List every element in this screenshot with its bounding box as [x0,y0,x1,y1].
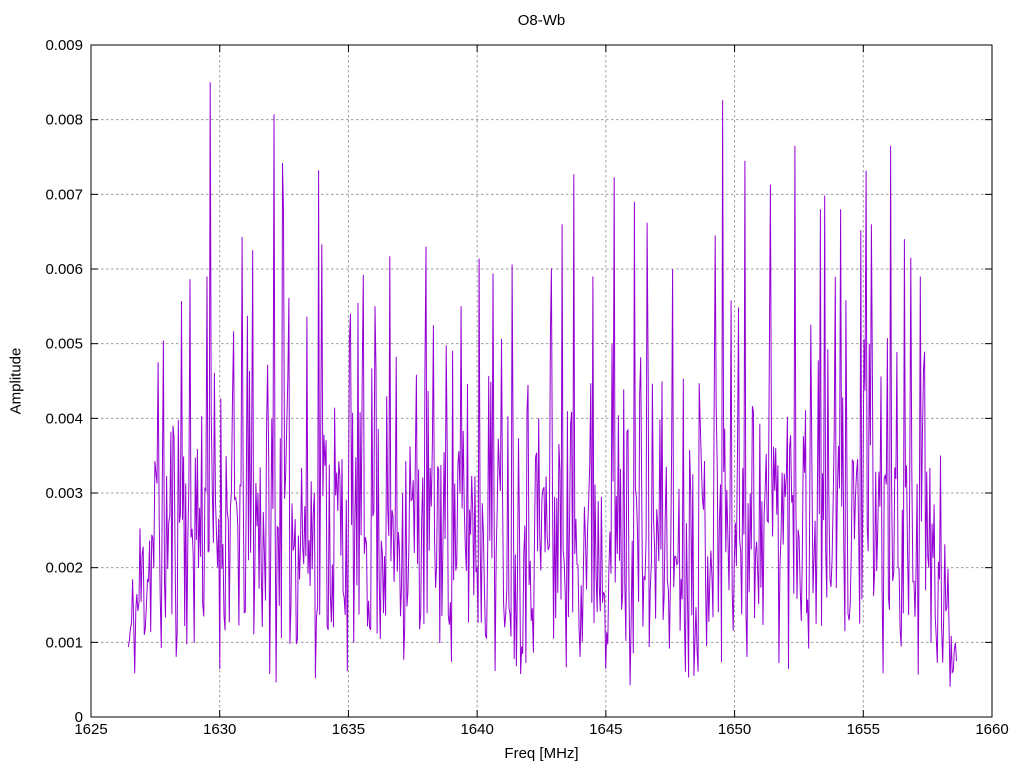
y-tick-label: 0.009 [45,37,83,54]
x-tick-label: 1640 [460,721,493,738]
y-tick-label: 0.003 [45,485,83,502]
chart-title: O8-Wb [517,12,566,29]
y-tick-label: 0 [75,709,83,726]
x-tick-label: 1645 [589,721,622,738]
plot-border [90,44,993,718]
x-tick-label: 1650 [718,721,751,738]
x-tick-label: 1625 [74,721,107,738]
x-tick-label: 1655 [847,721,880,738]
y-tick-label: 0.002 [45,560,83,577]
x-axis-label: Freq [MHz] [504,745,579,762]
y-tick-label: 0.008 [45,112,83,129]
y-tick-label: 0.005 [45,336,83,353]
y-tick-label: 0.004 [45,410,83,427]
x-tick-label: 1630 [203,721,236,738]
y-tick-label: 0.006 [45,261,83,278]
y-tick-label: 0.007 [45,186,83,203]
data-trace [127,82,957,687]
x-tick-label: 1635 [332,721,365,738]
x-tick-label: 1660 [975,721,1008,738]
y-tick-label: 0.001 [45,634,83,651]
